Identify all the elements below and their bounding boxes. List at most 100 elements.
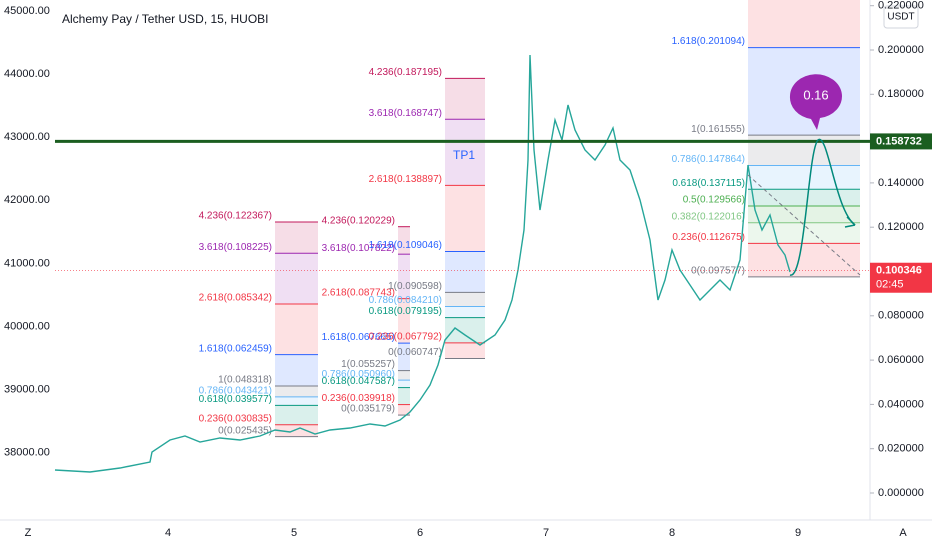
fib-zone xyxy=(748,165,860,190)
fib-label: 2.618(0.085342) xyxy=(199,293,272,304)
fib-zone xyxy=(275,221,318,254)
right-axis-label: 0.180000 xyxy=(878,88,924,100)
fib-label: 1.618(0.062459) xyxy=(199,343,272,354)
fib-zone xyxy=(275,354,318,386)
fib-label: 1.618(0.201094) xyxy=(672,36,745,47)
left-axis-label: 44000.00 xyxy=(4,68,50,80)
fib-zone xyxy=(398,370,410,381)
fib-label: 1(0.048318) xyxy=(218,375,272,386)
time-axis-label: 4 xyxy=(165,527,171,539)
fib-label: 1(0.055257) xyxy=(341,359,395,370)
time-axis-label: 8 xyxy=(669,527,675,539)
fib-zone xyxy=(748,206,860,223)
fib-zone xyxy=(445,119,485,186)
fib-label: 1.618(0.067665) xyxy=(322,332,395,343)
fib-zone xyxy=(445,306,485,318)
fib-label: 0(0.025435) xyxy=(218,425,272,436)
fib-label: 0.618(0.047587) xyxy=(322,376,395,387)
right-axis-label: 0.000000 xyxy=(878,487,924,499)
currency-label: USDT xyxy=(887,12,914,23)
fib-zone xyxy=(748,135,860,166)
fib-zone xyxy=(275,396,318,406)
fib-zone xyxy=(445,185,485,252)
target-bubble xyxy=(789,74,842,130)
fib-zone xyxy=(275,424,318,437)
left-axis-label: 42000.00 xyxy=(4,194,50,206)
fib-zone xyxy=(445,251,485,293)
fib-zone xyxy=(445,292,485,307)
fib-label: 0.236(0.039918) xyxy=(322,393,395,404)
fib-zone xyxy=(445,317,485,343)
right-axis-label: 0.140000 xyxy=(878,177,924,189)
price-tag xyxy=(870,133,932,150)
price-tag xyxy=(870,262,932,293)
fib-label: 0.236(0.030835) xyxy=(199,413,272,424)
left-axis-label: 43000.00 xyxy=(4,131,50,143)
fib-zone xyxy=(398,343,410,371)
right-axis-label: 0.060000 xyxy=(878,354,924,366)
left-axis-label: 39000.00 xyxy=(4,384,50,396)
fib-label: 2.618(0.087743) xyxy=(322,287,395,298)
fib-label: 3.618(0.108225) xyxy=(199,242,272,253)
fib-zone xyxy=(275,253,318,304)
fib-label: 0.786(0.084210) xyxy=(369,295,442,306)
fib-zone xyxy=(398,254,410,299)
price-tag-label: 0.100346 xyxy=(876,265,922,277)
fib-label: 2.618(0.138897) xyxy=(369,174,442,185)
fib-label: 0.786(0.147864) xyxy=(672,154,745,165)
projection-arrow xyxy=(844,216,856,228)
fib-label: 0.618(0.039577) xyxy=(199,394,272,405)
fib-zone xyxy=(398,298,410,344)
fib-label: 0(0.060747) xyxy=(388,347,442,358)
tp-label: TP1 xyxy=(453,148,475,162)
fib-zone xyxy=(445,342,485,359)
fib-zone xyxy=(398,387,410,405)
fib-label: 0.5(0.129566) xyxy=(683,195,745,206)
price-tag-label: 0.158732 xyxy=(876,135,922,147)
fib-label: 0(0.097577) xyxy=(691,266,745,277)
fib-label: 4.236(0.122367) xyxy=(199,211,272,222)
fib-label: 0.618(0.137115) xyxy=(672,178,745,189)
left-axis-label: 45000.00 xyxy=(4,5,50,17)
fib-zone xyxy=(748,189,860,207)
right-axis-label: 0.040000 xyxy=(878,398,924,410)
left-axis-label: 38000.00 xyxy=(4,447,50,459)
fib-label: 4.236(0.187195) xyxy=(369,67,442,78)
price-series xyxy=(54,54,791,473)
currency-badge[interactable] xyxy=(883,5,919,29)
fib-label: 1.618(0.109046) xyxy=(369,240,442,251)
fib-zone xyxy=(275,303,318,355)
fib-label: 0.382(0.122016) xyxy=(672,211,745,222)
left-axis-label: 41000.00 xyxy=(4,257,50,269)
fib-top-zone xyxy=(748,0,860,48)
chart-title: Alchemy Pay / Tether USD, 15, HUOBI xyxy=(62,12,269,26)
time-axis-start[interactable]: Z xyxy=(25,527,32,539)
time-axis-label: 5 xyxy=(291,527,297,539)
fib-label: 0.786(0.043421) xyxy=(199,385,272,396)
target-bubble-label: 0.16 xyxy=(803,87,828,102)
time-axis-label: 7 xyxy=(543,527,549,539)
fib-label: 0.786(0.050960) xyxy=(322,369,395,380)
right-axis-label: 0.120000 xyxy=(878,221,924,233)
fib-label: 0(0.035179) xyxy=(341,404,395,415)
fib-label: 0.236(0.112675) xyxy=(672,232,745,243)
right-axis-label: 0.220000 xyxy=(878,0,924,12)
fib-zone xyxy=(445,78,485,120)
fib-zone xyxy=(275,405,318,425)
fib-label: 3.618(0.168747) xyxy=(369,108,442,119)
countdown-label: 02:45 xyxy=(876,279,904,291)
fib-label: 1(0.090598) xyxy=(388,281,442,292)
time-axis-label: 6 xyxy=(417,527,423,539)
left-axis-label: 40000.00 xyxy=(4,320,50,332)
time-axis-end[interactable]: A xyxy=(899,527,907,539)
fib-zone xyxy=(275,385,318,397)
right-axis-label: 0.200000 xyxy=(878,44,924,56)
fib-zone xyxy=(398,226,410,255)
time-axis-label: 9 xyxy=(795,527,801,539)
fib-label: 0.618(0.079195) xyxy=(369,306,442,317)
right-axis-label: 0.080000 xyxy=(878,310,924,322)
projection-curve xyxy=(789,139,856,276)
fib-zone xyxy=(748,243,860,277)
